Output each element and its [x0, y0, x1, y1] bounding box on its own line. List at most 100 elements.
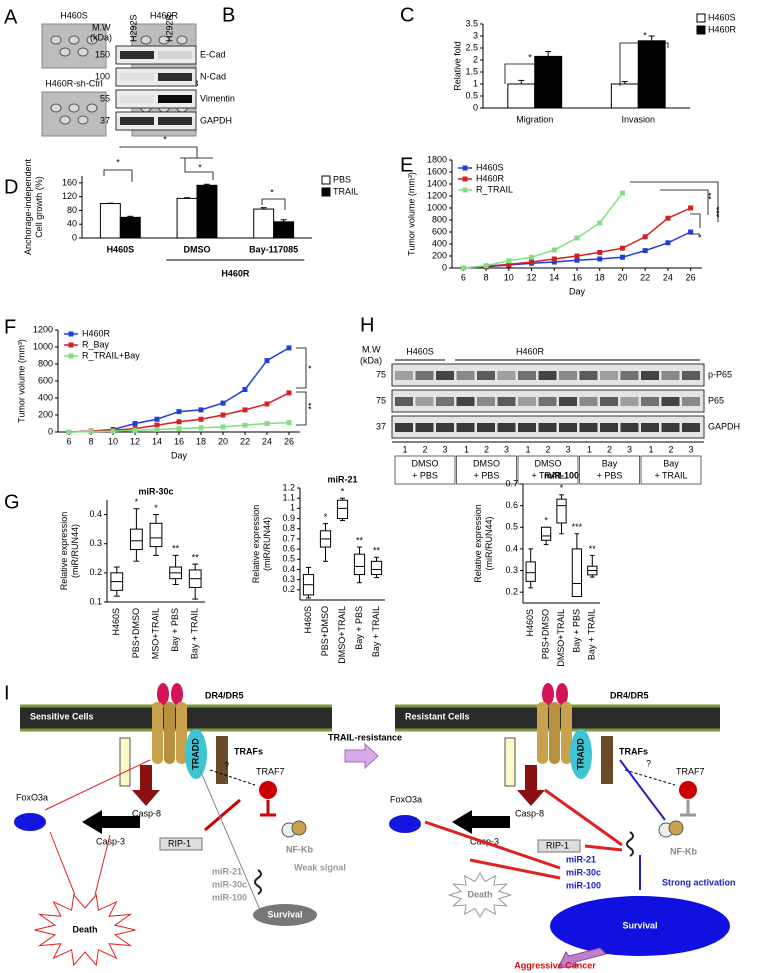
arrow [49, 831, 76, 896]
legend-label: H460R [708, 24, 737, 34]
trafs [216, 736, 228, 784]
x-tick-label: 14 [152, 436, 162, 446]
nfkb [668, 820, 684, 836]
significance: ** [589, 544, 597, 554]
receptor [176, 702, 187, 764]
traf7 [679, 781, 697, 799]
x-tick-label: PBS+DMSO [131, 608, 141, 658]
condition: Bay [663, 458, 679, 468]
marker [154, 426, 160, 432]
legend-label: TRAIL [333, 186, 359, 196]
y-tick-label: 800 [38, 358, 53, 368]
y-axis-label: (miR/RUN44) [262, 517, 272, 571]
group-label: H460R [221, 268, 250, 278]
mw-value: 37 [100, 115, 110, 125]
blot-strip [115, 67, 197, 87]
marker [460, 265, 466, 271]
lane-number: 2 [484, 444, 489, 454]
marker [132, 427, 138, 433]
marker [619, 190, 625, 196]
marker [242, 387, 248, 392]
marker [286, 345, 292, 351]
arrow [199, 769, 261, 911]
cell [140, 35, 152, 45]
band [559, 397, 577, 406]
significance: * [163, 134, 167, 144]
traf7 [259, 781, 277, 799]
tradd-label: TRADD [190, 738, 200, 770]
mir-label: miR-21 [566, 854, 596, 864]
outcome-arrow [557, 947, 607, 969]
legend-swatch [321, 175, 331, 185]
x-tick-label: 14 [549, 272, 559, 282]
lane-number: 3 [442, 444, 447, 454]
x-tick-label: DMSO+TRAIL [337, 606, 347, 664]
band [682, 371, 700, 380]
rip1 [537, 839, 581, 853]
group-label: H460R [516, 346, 545, 356]
band [120, 51, 154, 59]
x-tick-label: H460S [107, 244, 135, 254]
receptor-label: DR4/DR5 [205, 690, 244, 700]
x-tick-label: 12 [130, 436, 140, 446]
trail-ligand [171, 683, 183, 705]
bar [99, 203, 121, 239]
y-tick-label: 40 [67, 219, 77, 229]
traf7-label: TRAF7 [256, 766, 285, 776]
condition: DMSO [473, 458, 500, 468]
x-tick-label: MSO+TRAIL [150, 608, 160, 659]
rip1-label: RIP-1 [168, 838, 191, 848]
nfkb [291, 820, 307, 836]
marker [176, 409, 182, 415]
blot-strip [115, 45, 197, 65]
cell-title: Resistant Cells [405, 711, 470, 721]
line [463, 192, 624, 269]
row-label: GAPDH [200, 115, 232, 125]
legend-marker [462, 165, 468, 171]
micrograph-label: H460R-sh-Ctrl [45, 78, 103, 88]
band [395, 423, 413, 432]
x-tick-label: Bay + PBS [170, 608, 180, 652]
micrograph [41, 23, 107, 69]
lane-number: 1 [587, 444, 592, 454]
marker [198, 407, 204, 413]
marker [286, 420, 292, 426]
survival-shape [253, 904, 317, 926]
mw-value: 150 [95, 49, 110, 59]
significance: *** [572, 522, 583, 532]
y-tick-label: 0.2 [505, 587, 518, 597]
signal-label: Weak signal [294, 862, 346, 872]
box [336, 499, 349, 520]
y-axis-label: Relative expression [59, 512, 69, 591]
y-axis-label: Relative fold [452, 41, 462, 91]
receptor-label: DR4/DR5 [610, 690, 649, 700]
condition-box [394, 455, 456, 485]
band [579, 397, 598, 406]
y-tick-label: 1.1 [282, 493, 295, 503]
band [538, 423, 557, 432]
y-axis-label: Tumor volume (mm³) [406, 172, 416, 256]
box [370, 560, 383, 576]
y-tick-label: 600 [38, 375, 53, 385]
x-tick-label: 8 [484, 272, 489, 282]
arrow [209, 769, 256, 786]
band [661, 423, 680, 432]
band [620, 397, 639, 406]
cell [77, 47, 89, 57]
mw-header: (kDa) [90, 32, 112, 42]
condition-box [517, 455, 579, 485]
legend-marker [68, 331, 74, 337]
y-tick-label: 1 [290, 503, 295, 513]
hairpin [254, 869, 262, 895]
chart-title: miR-100 [544, 470, 579, 480]
legend-label: R_Bay [82, 339, 110, 349]
bracket [119, 146, 198, 158]
significance: * [135, 497, 139, 507]
band [477, 397, 495, 406]
y-axis-label: Anchorage-independent [23, 158, 33, 255]
tradd-label: TRADD [575, 738, 585, 770]
marker [154, 422, 160, 428]
y-tick-label: 3 [473, 30, 478, 40]
mir-label: miR-100 [566, 880, 601, 890]
chart-title: miR-21 [327, 474, 357, 484]
